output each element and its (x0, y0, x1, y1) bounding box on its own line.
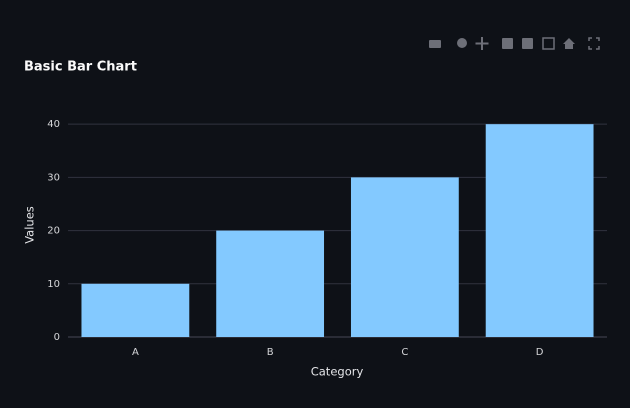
x-tick-label: B (267, 347, 274, 358)
pan-button[interactable] (475, 37, 489, 50)
x-tick-label: C (401, 347, 408, 358)
modebar (429, 37, 600, 50)
zoom-out-button[interactable] (522, 38, 533, 49)
y-tick-label: 10 (47, 279, 60, 290)
zoom-button[interactable] (457, 38, 467, 48)
autoscale-button[interactable] (542, 37, 555, 50)
y-axis-title: Values (23, 206, 37, 244)
y-tick-label: 30 (47, 172, 60, 183)
y-tick-label: 40 (47, 119, 60, 130)
x-tick-label: A (132, 347, 139, 358)
fullscreen-button[interactable] (588, 37, 600, 50)
bar (485, 124, 594, 337)
x-tick-label: D (536, 347, 544, 358)
bar (216, 230, 325, 337)
camera-button[interactable] (429, 40, 441, 48)
y-tick-label: 20 (47, 226, 60, 237)
x-axis-title: Category (311, 365, 364, 379)
chart-title: Basic Bar Chart (24, 60, 137, 75)
bar (81, 283, 190, 337)
y-tick-label: 0 (54, 332, 60, 343)
zoom-in-button[interactable] (502, 38, 513, 49)
reset-button[interactable] (563, 38, 575, 49)
bar (350, 177, 459, 337)
